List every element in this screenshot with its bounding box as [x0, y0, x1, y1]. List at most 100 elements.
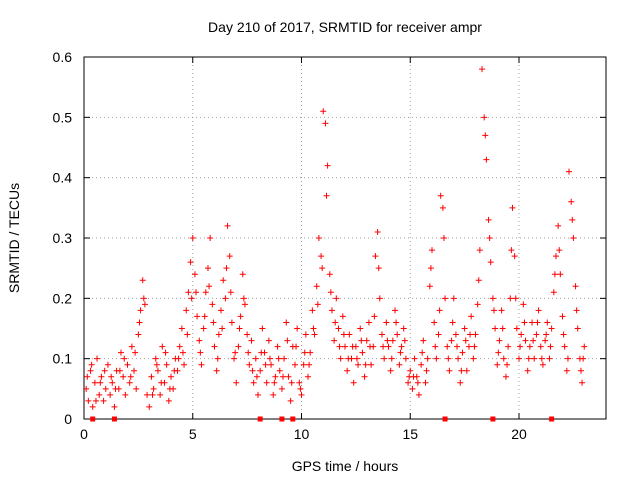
bottom-marker: [90, 416, 96, 422]
data-point: [496, 337, 503, 344]
data-point: [502, 373, 509, 380]
data-point: [353, 355, 360, 362]
x-tick-labels: 0 5 10 15 20: [80, 426, 527, 442]
data-point: [157, 391, 164, 398]
data-point: [152, 355, 159, 362]
chart-title: Day 210 of 2017, SRMTID for receiver amp…: [208, 19, 482, 35]
data-point: [235, 343, 242, 350]
data-point: [84, 373, 91, 380]
data-point: [244, 331, 251, 338]
data-point: [218, 307, 225, 314]
data-point: [486, 235, 493, 241]
data-point: [133, 385, 140, 392]
data-point: [429, 247, 435, 254]
data-point: [306, 361, 313, 368]
data-point: [534, 319, 541, 326]
data-point: [444, 343, 451, 350]
data-point: [224, 222, 231, 229]
data-point: [120, 373, 127, 380]
data-point: [328, 307, 335, 314]
data-point: [376, 295, 383, 302]
data-point: [564, 355, 571, 362]
y-tick-label: 0.4: [53, 170, 73, 186]
data-point: [449, 319, 456, 326]
data-point: [319, 265, 326, 272]
data-point: [500, 355, 507, 362]
data-point: [158, 379, 165, 386]
data-point: [165, 397, 172, 404]
data-point: [375, 265, 382, 272]
data-point: [525, 355, 532, 362]
data-point: [207, 235, 214, 241]
data-point: [402, 355, 409, 362]
data-point: [332, 319, 339, 326]
data-point: [396, 361, 403, 368]
data-point: [193, 289, 200, 296]
data-point: [495, 349, 502, 356]
data-point: [559, 313, 566, 320]
data-point: [108, 373, 115, 380]
data-point: [126, 379, 133, 386]
data-point: [361, 373, 368, 380]
data-points: [83, 66, 588, 410]
x-tick-label: 0: [80, 426, 88, 442]
data-point: [521, 319, 528, 326]
data-point: [513, 325, 520, 332]
data-point: [281, 355, 288, 362]
data-point: [178, 325, 185, 332]
y-tick-label: 0.6: [53, 49, 73, 65]
data-point: [505, 343, 512, 350]
data-point: [520, 301, 527, 308]
data-point: [179, 349, 186, 356]
data-point: [337, 355, 344, 362]
data-point: [181, 361, 188, 368]
data-point: [150, 385, 157, 392]
data-point: [359, 349, 366, 356]
data-point: [389, 337, 396, 344]
y-axis-label: SRMTID / TECUs: [6, 183, 22, 293]
data-point: [298, 391, 305, 398]
data-point: [457, 379, 464, 386]
data-point: [551, 271, 558, 278]
data-point: [566, 168, 573, 175]
data-point: [201, 313, 208, 320]
data-point: [522, 337, 529, 344]
data-point: [210, 319, 217, 326]
data-point: [422, 379, 429, 386]
data-point: [339, 313, 346, 320]
data-point: [226, 253, 233, 260]
data-point: [474, 301, 481, 308]
data-point: [240, 295, 247, 302]
data-point: [388, 355, 395, 362]
data-point: [214, 355, 221, 362]
data-point: [233, 379, 240, 386]
data-point: [320, 108, 327, 115]
data-point: [537, 343, 544, 350]
data-point: [481, 114, 488, 121]
data-point: [472, 331, 479, 338]
data-point: [98, 373, 105, 380]
data-point: [189, 235, 196, 241]
data-point: [272, 373, 279, 380]
data-point: [315, 235, 322, 241]
data-point: [278, 385, 285, 392]
data-point: [394, 331, 401, 338]
data-point: [504, 361, 511, 368]
data-point: [467, 331, 474, 338]
data-point: [248, 337, 255, 344]
data-point: [411, 355, 418, 362]
data-point: [476, 247, 483, 254]
data-point: [516, 355, 522, 362]
data-point: [206, 283, 213, 290]
data-point: [462, 337, 469, 344]
data-point: [139, 277, 146, 284]
data-point: [146, 403, 153, 410]
data-point: [415, 391, 422, 398]
y-tick-label: 0: [64, 411, 72, 427]
data-point: [563, 367, 570, 374]
data-point: [346, 331, 353, 338]
data-point: [439, 204, 446, 211]
data-point: [357, 325, 364, 332]
data-point: [128, 343, 135, 350]
